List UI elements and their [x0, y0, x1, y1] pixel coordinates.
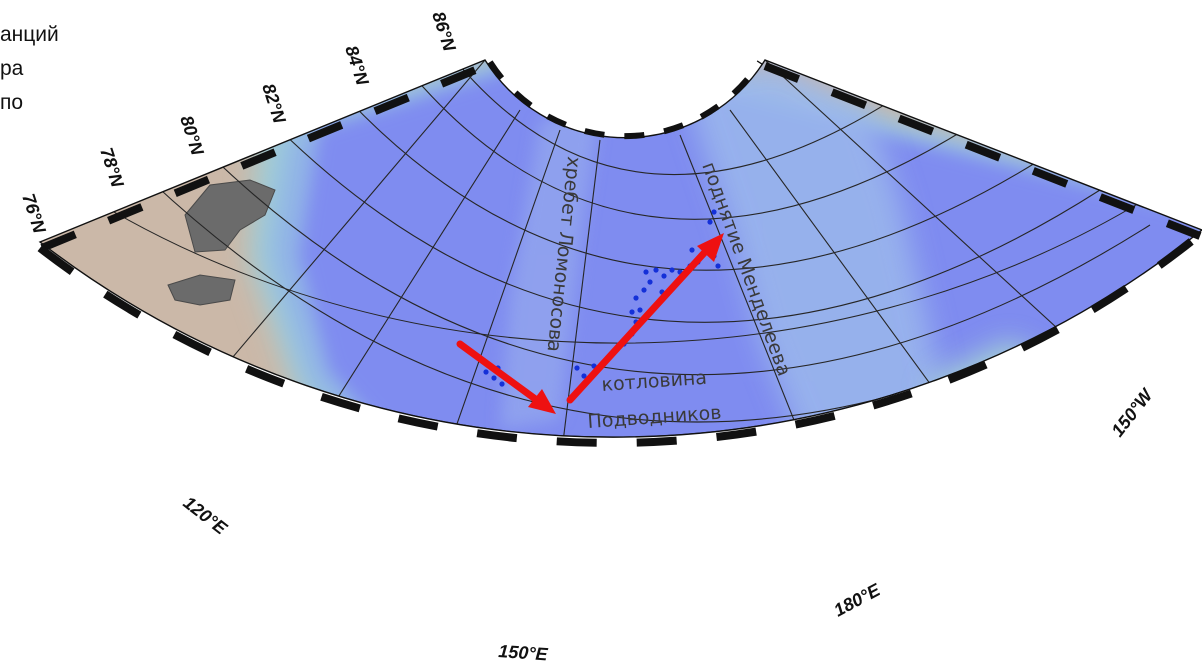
lon-label-150w: 150°W [1107, 384, 1157, 441]
map-frame [37, 59, 1202, 447]
lon-label-120e: 120°E [180, 492, 232, 539]
caption-line-1: анций [0, 23, 59, 46]
lat-label-84: 84°N [341, 43, 373, 88]
lon-label-180e: 180°E [830, 579, 884, 620]
partial-caption: анций ра по [0, 18, 59, 120]
caption-line-2: ра [0, 57, 24, 80]
arrow-to-mendeleev [566, 233, 724, 404]
caption-line-3: по [0, 91, 24, 114]
lat-label-86: 86°N [428, 9, 460, 54]
arrows [456, 233, 724, 414]
lat-label-78: 78°N [96, 145, 128, 190]
lat-label-80: 80°N [176, 113, 208, 158]
lat-label-76: 76°N [18, 191, 50, 236]
lat-label-82: 82°N [258, 81, 290, 126]
arrow-into-basin [456, 340, 556, 414]
lon-label-150e: 150°E [498, 641, 550, 663]
